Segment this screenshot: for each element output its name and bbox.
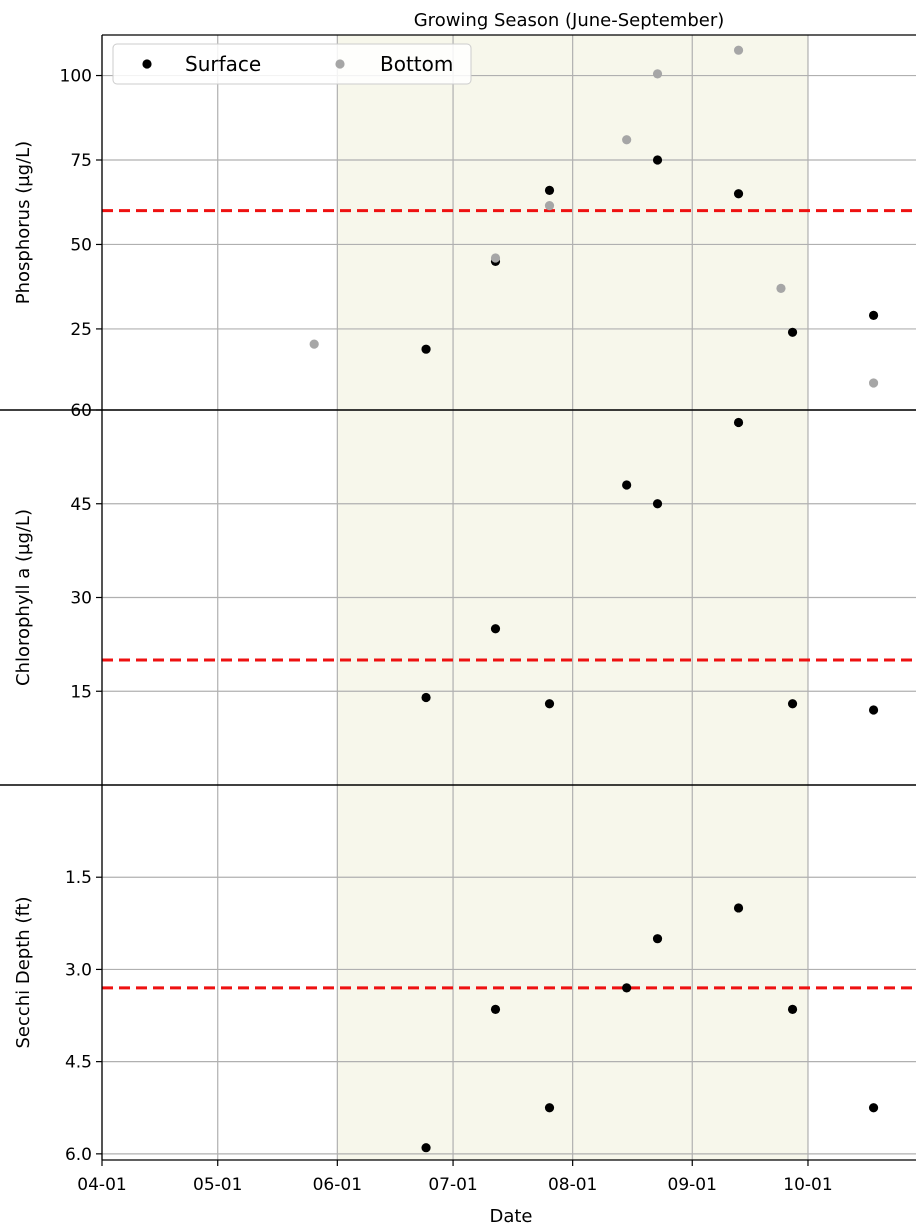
tick-labels: 04-01 05-01 06-01 07-01 08-01 09-01 10-01 100 75… [13,67,833,1195]
y-tick-label: 45 [70,495,92,515]
surface-point [652,155,663,165]
y-axis-label: Secchi Depth (ft) [13,896,34,1048]
bottom-point [868,378,879,388]
surface-point [733,189,744,199]
legend-label: Surface [185,52,261,76]
legend-label: Bottom [380,52,453,76]
surface-point [787,327,798,337]
y-axis-label: Chlorophyll a (µg/L) [13,509,34,686]
surface-point [733,417,744,428]
y-tick-label: 3.0 [65,960,92,980]
x-tick-label: 04-01 [77,1175,126,1195]
x-tick-label: 07-01 [428,1175,477,1195]
surface-point [787,1004,798,1014]
x-tick-label: 10-01 [783,1175,832,1195]
bottom-point [776,283,786,293]
legend-marker [335,59,345,69]
y-tick-label: 30 [70,589,92,609]
surface-point [490,624,501,634]
x-tick-label: 05-01 [193,1175,242,1195]
y-tick-label: 4.5 [65,1053,92,1073]
surface-point [622,983,632,993]
bottom-point [733,45,744,55]
x-tick-label: 09-01 [668,1175,717,1195]
bottom-point [544,201,555,211]
surface-point [652,499,663,509]
surface-point [421,1143,431,1153]
surface-point [868,1103,879,1113]
surface-point [733,903,744,913]
bottom-point [490,253,501,263]
x-tick-label: 06-01 [313,1175,362,1195]
surface-point [868,310,879,321]
y-tick-label: 100 [60,67,92,87]
y-tick-label: 50 [70,235,92,255]
y-tick-label: 75 [70,151,92,171]
legend-marker [142,59,152,69]
bottom-point [652,69,663,79]
surface-point [787,699,798,709]
surface-point [490,1004,501,1014]
surface-point [868,705,879,715]
surface-point [544,185,555,196]
surface-point [622,480,632,490]
y-tick-label: 1.5 [65,868,92,888]
x-tick-label: 08-01 [548,1175,597,1195]
surface-point [421,692,431,703]
y-tick-label: 15 [70,682,92,702]
y-axis-label: Phosphorus (µg/L) [13,141,34,304]
legend: Surface Bottom [112,43,472,85]
bottom-point [622,135,632,145]
growing-season-annotation: Growing Season (June-September) [414,10,725,31]
y-tick-label: 60 [70,401,92,421]
y-tick-label: 6.0 [65,1145,92,1165]
surface-point [544,699,555,709]
data-points [309,45,879,1153]
legend-box [112,43,472,85]
surface-point [421,344,431,354]
y-tick-label: 25 [70,320,92,340]
axes-frame [0,34,916,1166]
surface-point [544,1103,555,1113]
bottom-point [309,339,319,349]
x-axis-label: Date [489,1206,532,1227]
surface-point [652,934,663,944]
